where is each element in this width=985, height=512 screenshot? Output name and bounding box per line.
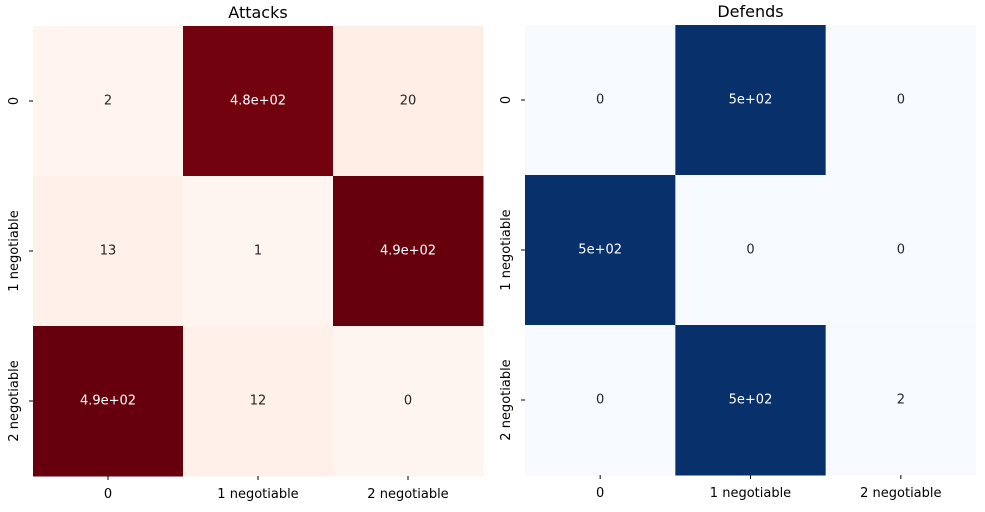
heatmap-cell [675,175,827,326]
heatmap-cell [675,325,827,476]
heatmap-cell [825,325,977,476]
cell-annotation: 13 [100,244,117,259]
heatmap-cell [183,26,334,177]
heatmap-cell [333,26,484,177]
heatmap-panel-defends: 0 5e+02 0 5e+02 0 0 0 5e+02 2 Defends 0 1 negotiabl… [499,2,977,501]
cell-annotation: 20 [400,94,417,109]
y-tick-label: 2 negotiable [7,360,22,441]
cell-annotation: 1 [254,244,262,259]
x-tick-label: 2 negotiable [367,487,448,502]
heatmap-cell [183,326,334,477]
heatmap-cell [333,326,484,477]
chart-title: Defends [717,2,783,21]
cell-annotation: 0 [897,93,905,108]
y-tick-label: 0 [499,96,514,104]
cell-annotation: 0 [596,93,604,108]
heatmap-cell [525,25,676,176]
heatmap-cell [333,176,484,327]
cell-annotation: 5e+02 [729,93,773,108]
cell-annotation: 5e+02 [729,393,773,408]
y-tick-label: 2 negotiable [499,359,514,440]
x-tick-label: 1 negotiable [710,486,791,501]
x-tick-label: 0 [104,487,112,502]
heatmap-cell [825,25,977,176]
heatmap-cell [33,176,184,327]
y-tick-label: 1 negotiable [499,209,514,290]
heatmap-cell [525,175,676,326]
heatmap-cell [33,26,184,177]
cell-annotation: 0 [404,394,412,409]
y-tick-label: 0 [7,97,22,105]
heatmap-cell [675,25,827,176]
x-tick-label: 0 [596,486,604,501]
cell-annotation: 0 [746,243,754,258]
cell-annotation: 4.9e+02 [380,244,436,259]
cell-annotation: 4.8e+02 [230,94,286,109]
heatmap-cell [525,325,676,476]
chart-title: Attacks [228,3,287,22]
x-tick-label: 1 negotiable [217,487,298,502]
heatmap-cell [183,176,334,327]
cell-annotation: 2 [897,393,905,408]
cell-annotation: 12 [250,394,267,409]
cell-annotation: 0 [897,243,905,258]
heatmap-cell [825,175,977,326]
x-tick-label: 2 negotiable [860,486,941,501]
y-tick-label: 1 negotiable [7,210,22,291]
heatmap-panel-attacks: 2 4.8e+02 20 13 1 4.9e+02 4.9e+02 12 0 Attacks 0 1 … [7,3,484,502]
cell-annotation: 5e+02 [578,243,622,258]
heatmap-cell [33,326,184,477]
cell-annotation: 2 [104,94,112,109]
cell-annotation: 4.9e+02 [80,394,136,409]
cell-annotation: 0 [596,393,604,408]
